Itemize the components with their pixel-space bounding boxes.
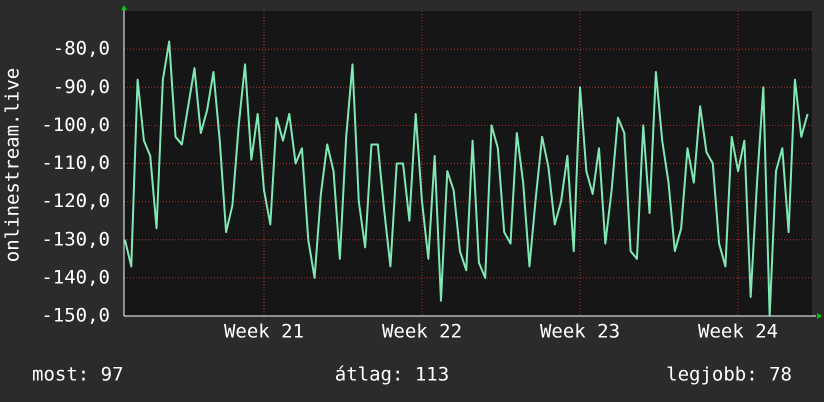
x-tick-label: Week 24 bbox=[698, 321, 778, 343]
y-axis-label: onlinestream.live bbox=[2, 68, 24, 262]
y-tick-label: -120,0 bbox=[41, 190, 110, 212]
y-tick-label: -130,0 bbox=[41, 228, 110, 250]
y-tick-label: -100,0 bbox=[41, 114, 110, 136]
y-tick-label: -110,0 bbox=[41, 152, 110, 174]
y-tick-label: -140,0 bbox=[41, 266, 110, 288]
stat-best: legjobb: 78 bbox=[666, 364, 792, 386]
stat-current: most: 97 bbox=[32, 364, 124, 386]
x-tick-label: Week 23 bbox=[540, 321, 620, 343]
y-tick-label: -90,0 bbox=[53, 76, 110, 98]
plot-area bbox=[124, 11, 812, 316]
y-axis-arrow bbox=[121, 5, 127, 10]
stat-average: átlag: 113 bbox=[335, 364, 449, 386]
y-tick-label: -150,0 bbox=[41, 305, 110, 327]
x-tick-label: Week 22 bbox=[382, 321, 462, 343]
x-tick-label: Week 21 bbox=[224, 321, 304, 343]
y-tick-label: -80,0 bbox=[53, 38, 110, 60]
series-line bbox=[123, 40, 809, 317]
x-axis-arrow bbox=[817, 313, 822, 319]
